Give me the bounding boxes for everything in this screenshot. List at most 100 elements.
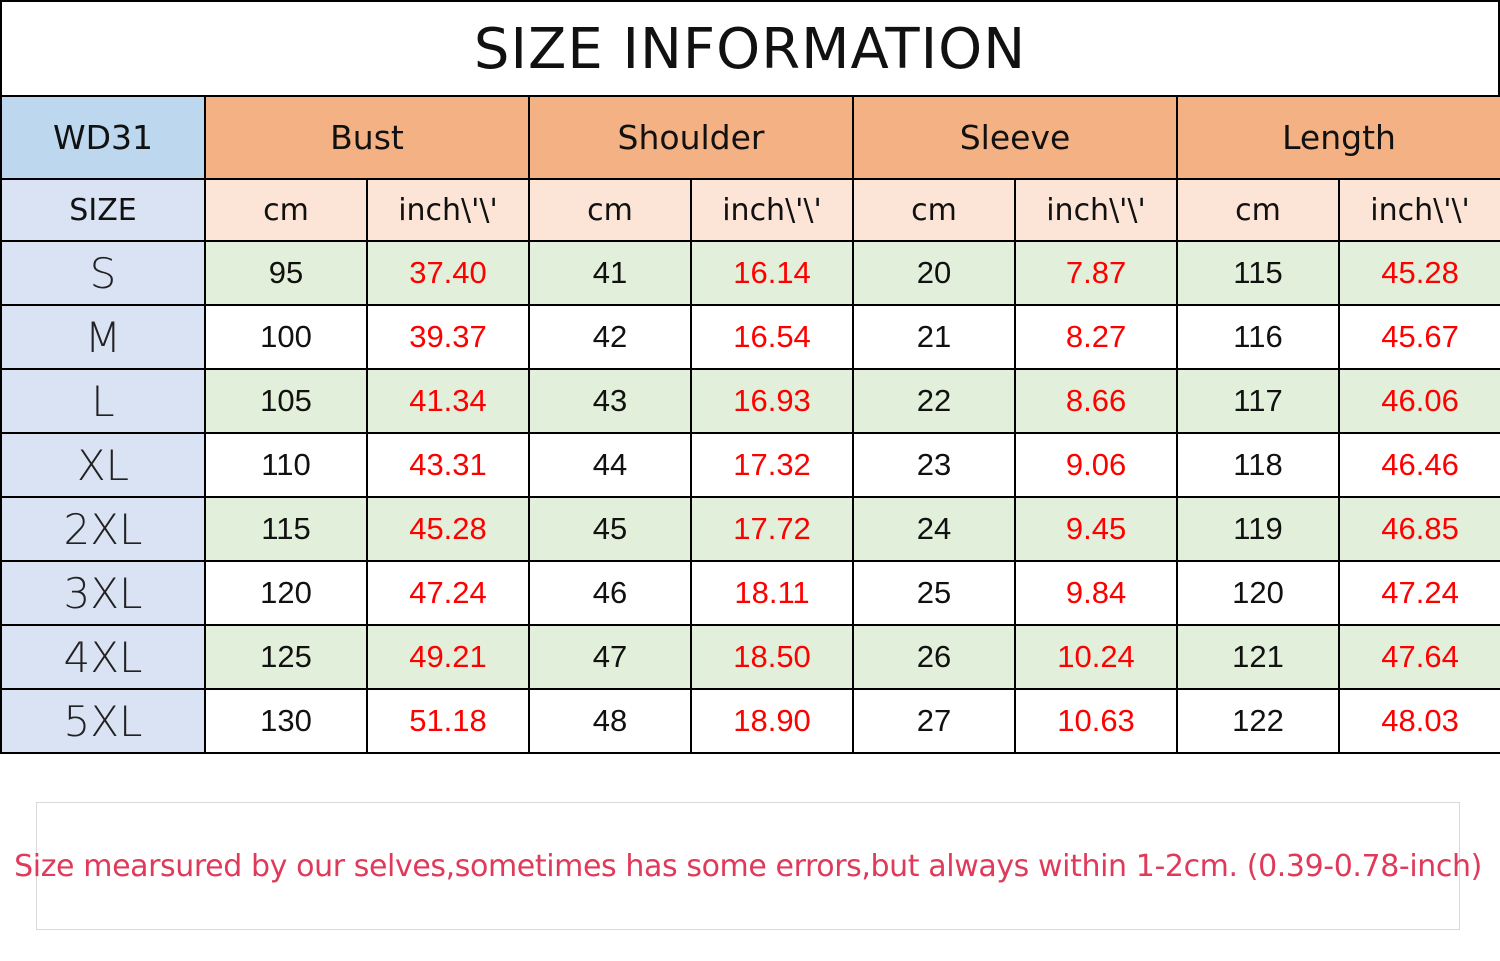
cm-value-cell: 116 (1176, 304, 1341, 370)
size-label: M (0, 304, 206, 370)
inch-value-cell: 9.45 (1014, 496, 1179, 562)
inch-value-cell: 49.21 (366, 624, 530, 690)
inch-value-cell: 8.66 (1014, 368, 1179, 434)
cm-value-cell: 115 (204, 496, 368, 562)
cm-value-cell: 46 (528, 560, 692, 626)
inch-value-cell: 9.84 (1014, 560, 1179, 626)
size-label: 3XL (0, 560, 206, 626)
inch-value-cell: 48.03 (1338, 688, 1500, 754)
inch-value-cell: 18.11 (689, 560, 855, 626)
inch-value-cell: 47.24 (366, 560, 530, 626)
cm-value-cell: 110 (204, 432, 368, 498)
table-row: 3XL 120 47.24 46 18.11 25 9.84 120 47.24 (0, 560, 1500, 626)
inch-value-cell: 46.85 (1338, 496, 1500, 562)
size-column-header: SIZE (0, 178, 206, 242)
cm-value-cell: 119 (1176, 496, 1341, 562)
table-row: L 105 41.34 43 16.93 22 8.66 117 46.06 (0, 368, 1500, 434)
inch-value-cell: 47.64 (1338, 624, 1500, 690)
cm-value-cell: 117 (1176, 368, 1341, 434)
cm-value-cell: 120 (204, 560, 368, 626)
cm-value-cell: 105 (204, 368, 368, 434)
unit-header: inch\'\' (366, 178, 530, 242)
table-row: 4XL 125 49.21 47 18.50 26 10.24 121 47.64 (0, 624, 1500, 690)
measurement-note: Size mearsured by our selves,sometimes h… (14, 848, 1482, 884)
unit-header: cm (204, 178, 368, 242)
cm-value-cell: 42 (528, 304, 692, 370)
size-label: 4XL (0, 624, 206, 690)
cm-value-cell: 43 (528, 368, 692, 434)
inch-value-cell: 8.27 (1014, 304, 1179, 370)
table-row: M 100 39.37 42 16.54 21 8.27 116 45.67 (0, 304, 1500, 370)
inch-value-cell: 16.54 (689, 304, 855, 370)
inch-value-cell: 7.87 (1014, 240, 1179, 306)
inch-value-cell: 16.93 (689, 368, 855, 434)
unit-header: inch\'\' (1338, 178, 1500, 242)
page-title: SIZE INFORMATION (473, 16, 1027, 82)
inch-value-cell: 18.90 (689, 688, 855, 754)
table-row: 2XL 115 45.28 45 17.72 24 9.45 119 46.85 (0, 496, 1500, 562)
cm-value-cell: 21 (852, 304, 1017, 370)
cm-value-cell: 44 (528, 432, 692, 498)
inch-value-cell: 9.06 (1014, 432, 1179, 498)
cm-value-cell: 22 (852, 368, 1017, 434)
group-header-shoulder: Shoulder (527, 95, 855, 180)
inch-value-cell: 17.32 (689, 432, 855, 498)
table-row: XL 110 43.31 44 17.32 23 9.06 118 46.46 (0, 432, 1500, 498)
cm-value-cell: 25 (852, 560, 1017, 626)
size-label: 2XL (0, 496, 206, 562)
unit-header-row: SIZE cm inch\'\' cm inch\'\' cm inch\'\'… (0, 178, 1500, 242)
cm-value-cell: 27 (852, 688, 1017, 754)
inch-value-cell: 43.31 (366, 432, 530, 498)
table-row: S 95 37.40 41 16.14 20 7.87 115 45.28 (0, 240, 1500, 306)
inch-value-cell: 39.37 (366, 304, 530, 370)
cm-value-cell: 23 (852, 432, 1017, 498)
unit-header: cm (528, 178, 692, 242)
unit-header: cm (1176, 178, 1341, 242)
cm-value-cell: 26 (852, 624, 1017, 690)
size-label: L (0, 368, 206, 434)
inch-value-cell: 46.46 (1338, 432, 1500, 498)
inch-value-cell: 45.28 (366, 496, 530, 562)
inch-value-cell: 10.24 (1014, 624, 1179, 690)
cm-value-cell: 121 (1176, 624, 1341, 690)
inch-value-cell: 10.63 (1014, 688, 1179, 754)
group-header-bust: Bust (204, 95, 530, 180)
unit-header: inch\'\' (1014, 178, 1179, 242)
cm-value-cell: 130 (204, 688, 368, 754)
inch-value-cell: 18.50 (689, 624, 855, 690)
size-label: XL (0, 432, 206, 498)
table-row: 5XL 130 51.18 48 18.90 27 10.63 122 48.03 (0, 688, 1500, 754)
cm-value-cell: 100 (204, 304, 368, 370)
inch-value-cell: 51.18 (366, 688, 530, 754)
cm-value-cell: 95 (204, 240, 368, 306)
size-table: WD31 Bust Shoulder Sleeve Length SIZE cm… (0, 95, 1500, 754)
cm-value-cell: 125 (204, 624, 368, 690)
unit-header: inch\'\' (689, 178, 855, 242)
cm-value-cell: 48 (528, 688, 692, 754)
group-header-row: WD31 Bust Shoulder Sleeve Length (0, 95, 1500, 180)
cm-value-cell: 120 (1176, 560, 1341, 626)
size-label: 5XL (0, 688, 206, 754)
cm-value-cell: 115 (1176, 240, 1341, 306)
inch-value-cell: 41.34 (366, 368, 530, 434)
cm-value-cell: 41 (528, 240, 692, 306)
cm-value-cell: 24 (852, 496, 1017, 562)
group-header-length: Length (1176, 95, 1500, 180)
inch-value-cell: 17.72 (689, 496, 855, 562)
inch-value-cell: 45.67 (1338, 304, 1500, 370)
cm-value-cell: 45 (528, 496, 692, 562)
unit-header: cm (852, 178, 1017, 242)
cm-value-cell: 47 (528, 624, 692, 690)
inch-value-cell: 45.28 (1338, 240, 1500, 306)
inch-value-cell: 46.06 (1338, 368, 1500, 434)
inch-value-cell: 47.24 (1338, 560, 1500, 626)
cm-value-cell: 122 (1176, 688, 1341, 754)
title-banner: SIZE INFORMATION (0, 0, 1500, 98)
model-code: WD31 (0, 95, 206, 180)
cm-value-cell: 118 (1176, 432, 1341, 498)
inch-value-cell: 37.40 (366, 240, 530, 306)
group-header-sleeve: Sleeve (852, 95, 1179, 180)
size-label: S (0, 240, 206, 306)
measurement-note-box: Size mearsured by our selves,sometimes h… (14, 802, 1482, 930)
inch-value-cell: 16.14 (689, 240, 855, 306)
